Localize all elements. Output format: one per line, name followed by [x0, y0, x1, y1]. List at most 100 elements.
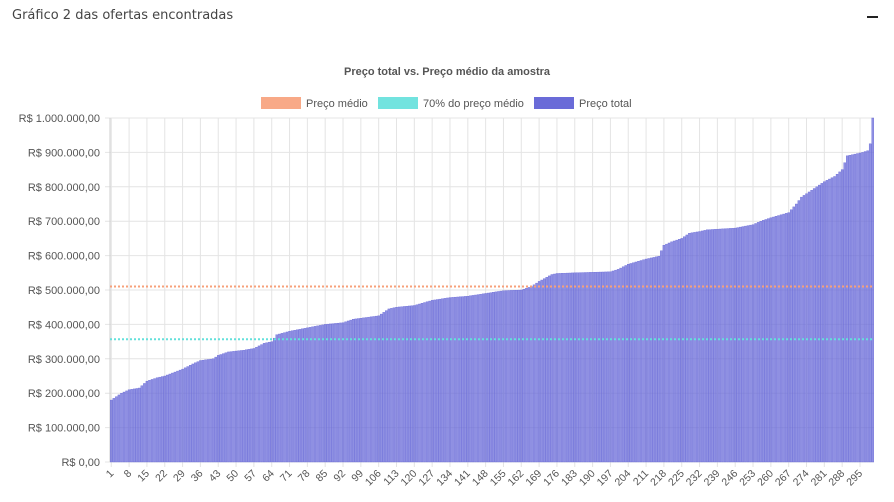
bar — [609, 271, 612, 463]
bar — [665, 243, 668, 463]
bar — [662, 245, 666, 463]
bar — [430, 300, 434, 463]
bar — [705, 229, 709, 463]
bar — [331, 323, 335, 463]
x-tick-label: 127 — [416, 468, 437, 489]
bar — [573, 272, 576, 463]
bar — [260, 344, 263, 463]
legend-swatch — [261, 97, 301, 109]
x-tick-label: 225 — [666, 468, 687, 489]
bar — [639, 260, 643, 463]
bar — [441, 298, 444, 463]
bar — [591, 272, 594, 463]
bar — [657, 256, 661, 463]
bar — [818, 184, 821, 463]
bar — [614, 269, 617, 463]
legend-item[interactable]: Preço total — [534, 97, 632, 110]
bar — [387, 308, 391, 463]
bar — [150, 379, 154, 463]
bar — [797, 200, 801, 463]
bar — [301, 328, 304, 463]
bar — [369, 316, 373, 463]
bar — [667, 242, 671, 463]
bar-series — [110, 117, 874, 463]
bar — [402, 306, 406, 463]
bar — [830, 177, 834, 463]
legend-item[interactable]: 70% do preço médio — [378, 97, 524, 110]
bar — [166, 374, 169, 463]
bar — [295, 329, 299, 463]
bar — [520, 289, 523, 463]
bar — [555, 273, 559, 463]
x-tick-label: 85 — [314, 468, 331, 485]
bar — [744, 225, 747, 463]
x-tick-label: 148 — [470, 468, 491, 489]
bar — [677, 239, 681, 463]
bar — [759, 220, 762, 463]
bar — [211, 358, 215, 463]
x-tick-label: 218 — [648, 468, 669, 489]
bar — [334, 323, 337, 463]
bar — [782, 213, 785, 463]
bar — [542, 278, 546, 463]
bar — [683, 236, 686, 463]
chart-title: Preço total vs. Preço médio da amostra — [344, 66, 551, 78]
bar — [204, 359, 207, 463]
bar — [644, 258, 648, 463]
bar — [436, 299, 439, 463]
x-tick-label: 36 — [189, 468, 206, 485]
bar — [767, 218, 770, 463]
y-tick-label: R$ 500.000,00 — [28, 285, 100, 297]
bar — [532, 284, 536, 463]
bar — [158, 376, 161, 463]
bar — [802, 195, 806, 463]
bar — [308, 327, 312, 463]
bar — [627, 264, 630, 463]
bar — [173, 371, 177, 463]
bar — [866, 150, 869, 463]
bar — [110, 399, 113, 463]
bar — [273, 337, 276, 463]
x-tick-label: 260 — [755, 468, 776, 489]
x-tick-label: 253 — [737, 468, 758, 489]
bar — [733, 227, 737, 463]
bar — [825, 180, 829, 463]
bar — [160, 376, 164, 463]
bar — [604, 271, 607, 463]
minus-icon[interactable] — [864, 6, 882, 24]
bar — [219, 354, 222, 463]
bar — [637, 261, 640, 463]
bar — [489, 292, 492, 463]
bar — [405, 306, 408, 463]
legend-item[interactable]: Preço médio — [261, 97, 368, 110]
bar — [171, 372, 174, 463]
bar — [568, 272, 571, 463]
y-tick-label: R$ 900.000,00 — [28, 147, 100, 159]
bar — [206, 359, 210, 463]
bar — [316, 325, 319, 463]
bar — [525, 288, 528, 463]
bar — [606, 271, 610, 463]
bar — [703, 230, 706, 463]
bar — [647, 258, 650, 463]
bar — [252, 348, 256, 463]
bar — [339, 322, 342, 463]
bar — [257, 345, 261, 463]
bar — [377, 315, 380, 463]
bar — [222, 353, 225, 463]
y-tick-label: R$ 600.000,00 — [28, 251, 100, 263]
bar — [718, 228, 722, 463]
panel-header: Gráfico 2 das ofertas encontradas — [0, 0, 894, 32]
x-tick-label: 15 — [135, 468, 152, 485]
bar — [751, 224, 755, 463]
bar — [127, 389, 131, 463]
bar — [754, 223, 757, 463]
bar — [464, 296, 467, 463]
bar — [181, 368, 184, 463]
bar — [726, 228, 729, 463]
bar — [522, 288, 526, 463]
x-tick-label: 78 — [296, 468, 313, 485]
bar — [344, 321, 347, 463]
bar — [428, 300, 431, 463]
bar — [415, 304, 419, 463]
